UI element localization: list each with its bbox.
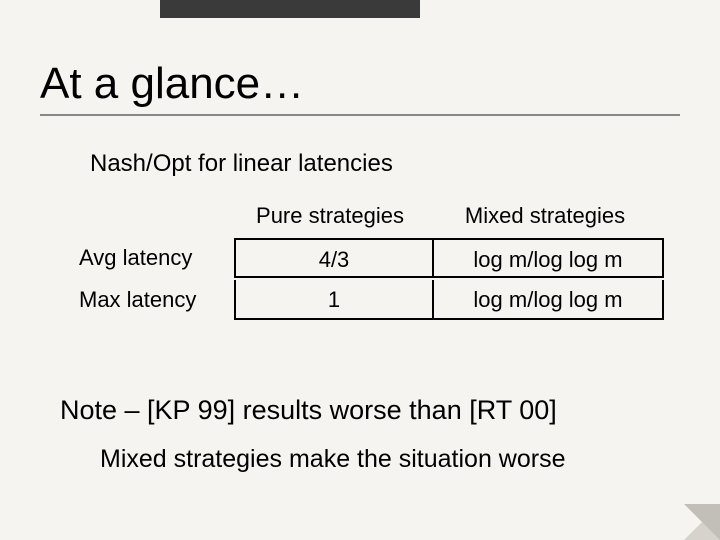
slide-subtitle: Nash/Opt for linear latencies	[90, 150, 393, 178]
table-header-row: Pure strategies Mixed strategies	[75, 195, 665, 237]
table-row: Max latency 1 log m/log log m	[75, 279, 665, 321]
results-table: Pure strategies Mixed strategies Avg lat…	[75, 195, 665, 321]
col-header-mixed: Mixed strategies	[430, 203, 660, 229]
cell-max-pure: 1	[234, 280, 434, 320]
table-row: Avg latency 4/3 log m/log log m	[75, 237, 665, 279]
row-label-avg: Avg latency	[75, 245, 234, 271]
cell-avg-mixed: log m/log log m	[434, 238, 664, 278]
col-header-pure: Pure strategies	[230, 203, 430, 229]
slide-title: At a glance…	[40, 60, 680, 108]
row-label-max: Max latency	[75, 287, 234, 313]
subnote-text: Mixed strategies make the situation wors…	[100, 445, 566, 474]
title-block: At a glance…	[40, 60, 680, 116]
note-text: Note – [KP 99] results worse than [RT 00…	[60, 395, 557, 426]
cell-max-mixed: log m/log log m	[434, 280, 664, 320]
page-curl-icon	[684, 504, 720, 540]
cell-avg-pure: 4/3	[234, 238, 434, 278]
title-underline	[40, 114, 680, 116]
top-strip-decoration	[160, 0, 420, 18]
slide: At a glance… Nash/Opt for linear latenci…	[0, 0, 720, 540]
